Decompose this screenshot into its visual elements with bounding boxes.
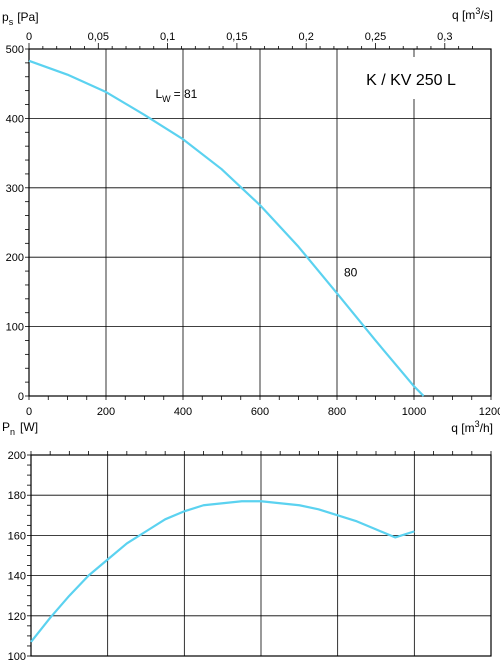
power-y-tick-label: 100	[8, 651, 26, 662]
pressure-curve-group	[28, 59, 425, 397]
pressure-top-ticks	[28, 43, 473, 49]
power-y-tick-labels: 100 120 140 160 180 200	[8, 450, 26, 662]
pressure-x-tick-label: 400	[174, 406, 192, 418]
flow-ls-axis-label: q [m3/s]	[452, 6, 493, 22]
pressure-y-tick-label: 300	[6, 183, 24, 195]
pressure-top-tick-label: 0,25	[365, 31, 386, 43]
sound-level-labels: LW = 81 80	[155, 87, 357, 279]
pressure-x-tick-label: 800	[328, 406, 346, 418]
flow-m3h-axis-label: q [m3/h]	[451, 419, 493, 435]
pressure-top-tick-label: 0,15	[226, 31, 247, 43]
power-ylabel: Pn [W]	[2, 420, 38, 437]
pressure-top-tick-labels: 0 0,05 0,1 0,15 0,2 0,25 0,3	[26, 31, 453, 43]
pressure-top-tick-label: 0,05	[88, 31, 109, 43]
pressure-y-tick-labels: 0 100 200 300 400 500	[6, 44, 24, 403]
pressure-y-tick-label: 100	[6, 322, 24, 334]
pressure-top-tick-label: 0,1	[160, 31, 175, 43]
power-panel: 100 120 140 160 180 200 Pn [W] q [m3/h]	[2, 419, 493, 662]
power-curve	[30, 500, 415, 643]
model-label-box	[340, 57, 486, 99]
pressure-top-tick-label: 0	[26, 31, 32, 43]
sound-level-label-81: LW = 81	[155, 87, 197, 104]
power-grid	[27, 451, 492, 657]
model-label: K / KV 250 L	[366, 72, 456, 89]
power-y-tick-label: 180	[8, 490, 26, 502]
power-curve-group	[30, 500, 415, 643]
sound-level-label-80: 80	[344, 265, 358, 279]
power-y-tick-label: 200	[8, 450, 26, 462]
pressure-top-tick-label: 0,2	[299, 31, 314, 43]
pressure-x-tick-label: 200	[97, 406, 115, 418]
pressure-x-tick-label: 600	[251, 406, 269, 418]
power-y-tick-label: 140	[8, 571, 26, 583]
pressure-y-tick-label: 400	[6, 113, 24, 125]
pressure-grid	[25, 48, 492, 400]
pressure-top-tick-label: 0,3	[437, 31, 452, 43]
pressure-x-tick-label: 1000	[402, 406, 426, 418]
power-y-tick-label: 120	[8, 611, 26, 623]
pressure-ylabel: ps [Pa]	[2, 10, 39, 27]
pressure-x-tick-label: 0	[26, 406, 32, 418]
pressure-curve	[28, 59, 425, 397]
power-y-tick-label: 160	[8, 530, 26, 542]
pressure-y-tick-label: 200	[6, 252, 24, 264]
pressure-y-tick-label: 500	[6, 44, 24, 56]
pressure-y-tick-label: 0	[18, 391, 24, 403]
